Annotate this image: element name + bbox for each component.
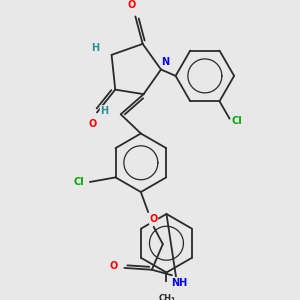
Text: O: O (88, 119, 97, 129)
Text: CH₃: CH₃ (158, 294, 175, 300)
Text: H: H (91, 43, 99, 52)
Text: O: O (149, 214, 158, 224)
Text: O: O (109, 261, 118, 271)
Text: N: N (161, 57, 169, 67)
Text: O: O (128, 0, 136, 10)
Text: H: H (100, 106, 108, 116)
Text: Cl: Cl (74, 177, 84, 187)
Text: Cl: Cl (232, 116, 242, 126)
Text: NH: NH (171, 278, 188, 288)
